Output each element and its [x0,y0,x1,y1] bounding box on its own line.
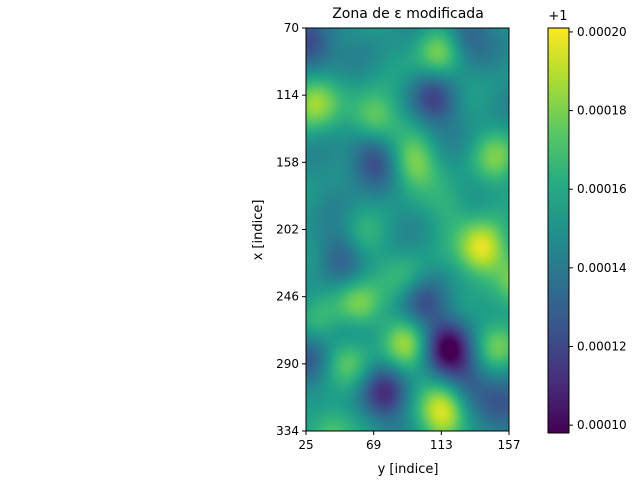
x-tick-label: 157 [498,438,521,452]
y-tick-label: 70 [284,21,299,35]
y-axis-ticks: 70 114 158 202 246 290 334 [276,21,306,438]
x-axis-label: y [indice] [378,462,439,477]
colorbar-tick-label: 0.00014 [577,261,627,275]
y-tick-label: 246 [276,290,299,304]
x-tick-label: 25 [298,438,313,452]
y-tick-label: 158 [276,155,299,169]
heatmap-image [306,28,509,431]
y-axis-label: x [indice] [251,200,266,261]
y-tick-label: 114 [276,88,299,102]
x-tick-label: 113 [430,438,453,452]
colorbar-tick-label: 0.00016 [577,182,627,196]
colorbar [547,27,570,434]
colorbar-tick-label: 0.00012 [577,339,627,353]
colorbar-tick-label: 0.00020 [577,25,627,39]
x-axis-ticks: 25 69 113 157 [298,431,520,452]
y-tick-label: 202 [276,223,299,237]
colorbar-offset-label: +1 [548,9,567,24]
colorbar-tick-label: 0.00010 [577,418,627,432]
colorbar-ticks: 0.00010 0.00012 0.00014 0.00016 0.00018 0.000… [569,25,627,432]
colorbar-tick-label: 0.00018 [577,104,627,118]
chart-title: Zona de ε modificada [332,6,484,22]
y-tick-label: 334 [276,424,299,438]
y-tick-label: 290 [276,357,299,371]
x-tick-label: 69 [366,438,381,452]
